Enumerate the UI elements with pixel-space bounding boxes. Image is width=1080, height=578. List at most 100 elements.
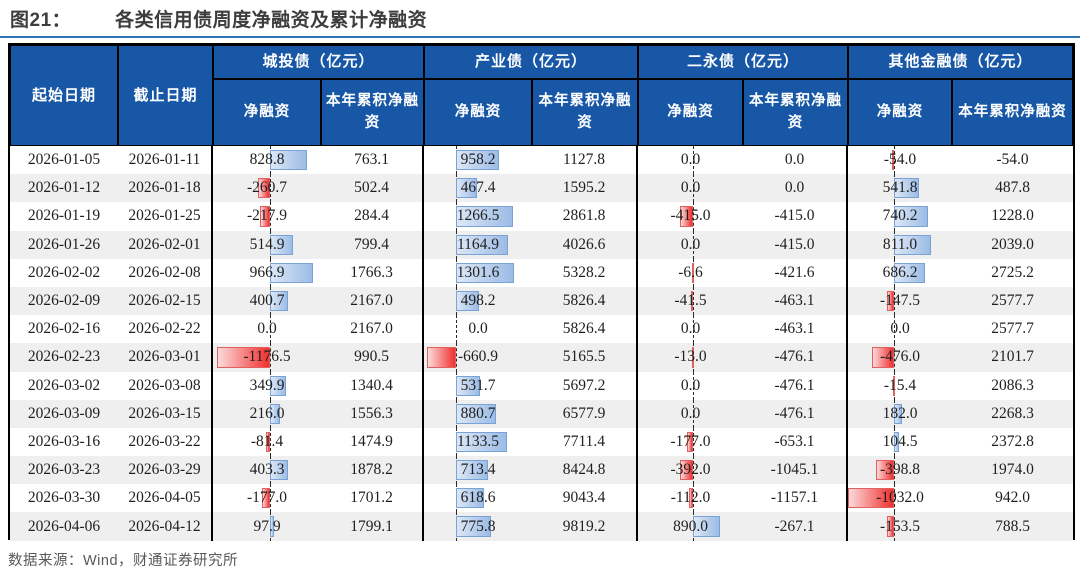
net-financing-value: 958.2	[460, 151, 496, 169]
net-financing-cell: -398.8	[848, 456, 952, 485]
end-date-cell: 2026-01-11	[118, 146, 213, 175]
zero-axis-line	[692, 484, 694, 513]
net-financing-value: -54.0	[883, 151, 917, 169]
net-financing-cell: 0.0	[638, 371, 743, 400]
positive-databar	[456, 516, 491, 537]
negative-databar	[689, 488, 693, 509]
net-financing-value: 740.2	[882, 207, 918, 225]
cumulative-net-financing-cell: 487.8	[952, 174, 1073, 203]
net-financing-value: 1133.5	[456, 432, 500, 450]
net-financing-cell: 0.0	[424, 315, 532, 344]
zero-axis-line	[456, 315, 458, 344]
net-financing-cell: 0.0	[638, 146, 743, 175]
zero-axis-line	[692, 230, 694, 259]
net-financing-value: 0.0	[680, 235, 701, 253]
net-financing-value: 0.0	[680, 179, 701, 197]
cumulative-net-financing-cell: -1157.1	[743, 484, 848, 513]
net-financing-value: 216.0	[249, 404, 285, 422]
net-financing-cell: 498.2	[424, 286, 532, 316]
net-financing-cell: 740.2	[848, 202, 952, 231]
net-financing-value: 966.9	[249, 263, 285, 281]
zero-axis-line	[692, 456, 694, 485]
positive-databar	[269, 150, 308, 171]
net-financing-cell: 104.5	[848, 427, 952, 457]
net-financing-cell: 403.3	[213, 456, 321, 485]
negative-databar	[261, 488, 270, 509]
negative-databar	[260, 206, 270, 227]
positive-databar	[456, 488, 484, 509]
cumulative-net-financing-cell: 2577.7	[991, 320, 1034, 338]
net-financing-value: 811.0	[882, 235, 918, 253]
net-financing-cell: 467.4	[424, 174, 532, 203]
header-start-date: 起始日期	[10, 45, 118, 146]
net-financing-cell: -476.0	[848, 343, 952, 372]
cumulative-net-financing-cell: 2725.2	[991, 263, 1034, 281]
positive-databar	[456, 234, 509, 255]
header-group-1: 产业债（亿元）	[424, 45, 638, 79]
net-financing-value: -1176.5	[243, 348, 291, 366]
negative-databar	[887, 516, 895, 537]
negative-databar	[266, 431, 270, 453]
zero-axis-line	[269, 427, 271, 457]
net-financing-value: -476.0	[879, 348, 921, 366]
net-financing-value: 0.0	[257, 320, 277, 338]
cumulative-net-financing-cell: -476.1	[743, 343, 848, 372]
zero-axis-line	[456, 343, 458, 372]
positive-databar	[269, 516, 275, 537]
start-date-cell: 2026-03-02	[27, 376, 101, 394]
net-financing-value: 1266.5	[456, 207, 500, 225]
net-financing-value: -398.8	[879, 461, 921, 479]
cumulative-net-financing-cell: 1799.1	[321, 512, 424, 541]
zero-axis-line	[894, 456, 896, 485]
net-financing-cell: -392.0	[638, 456, 743, 485]
positive-databar	[269, 403, 280, 424]
start-date-cell: 2026-03-09	[10, 399, 118, 428]
cumulative-net-financing-cell: 0.0	[743, 174, 848, 203]
net-financing-cell: 97.9	[213, 512, 321, 541]
net-financing-cell: -41.5	[638, 286, 743, 316]
positive-databar	[269, 234, 294, 255]
header-cumulative-0: 本年累积净融资	[321, 79, 424, 146]
zero-axis-line	[692, 427, 694, 457]
negative-databar	[691, 290, 694, 312]
figure-title: 图21： 各类信用债周度净融资及累计净融资	[10, 5, 427, 32]
net-financing-value: -392.0	[670, 461, 711, 479]
net-financing-cell: -1176.5	[213, 343, 321, 372]
cumulative-net-financing-cell: 6577.9	[532, 399, 638, 428]
net-financing-value: 880.7	[460, 404, 496, 422]
header-net-financing-2: 净融资	[638, 79, 743, 146]
net-financing-value: -217.9	[246, 207, 288, 225]
cumulative-net-financing-cell: 1340.4	[321, 371, 424, 400]
zero-axis-line	[269, 315, 271, 344]
positive-databar	[894, 178, 919, 199]
cumulative-net-financing-cell: -476.1	[743, 399, 848, 428]
net-financing-value: 828.8	[249, 151, 285, 169]
positive-databar	[894, 234, 932, 255]
cumulative-net-financing-cell: 8424.8	[532, 456, 638, 485]
end-date-cell: 2026-01-25	[118, 202, 213, 231]
net-financing-cell: 811.0	[848, 230, 952, 259]
net-financing-value: 182.0	[882, 404, 918, 422]
net-financing-cell: 713.4	[424, 456, 532, 485]
cumulative-net-financing-cell: 5826.4	[532, 286, 638, 316]
zero-axis-line	[692, 174, 694, 203]
positive-databar	[894, 403, 903, 424]
net-financing-value: 890.0	[673, 517, 708, 535]
end-date-cell: 2026-04-05	[118, 484, 213, 513]
header-cumulative-1: 本年累积净融资	[532, 79, 638, 146]
cumulative-net-financing-cell: 1228.0	[991, 207, 1034, 225]
cumulative-net-financing-cell: 1595.2	[532, 174, 638, 203]
positive-databar	[456, 431, 507, 453]
net-financing-cell: 1164.9	[424, 230, 532, 259]
negative-databar	[875, 460, 895, 481]
net-financing-value: 349.9	[249, 376, 285, 394]
negative-databar	[893, 375, 896, 396]
net-financing-value: -112.0	[670, 489, 711, 507]
cumulative-net-financing-cell: 1766.3	[321, 258, 424, 287]
net-financing-cell: -260.7	[213, 174, 321, 203]
cumulative-net-financing-cell: 2086.3	[991, 376, 1034, 394]
net-financing-cell: -660.9	[424, 343, 532, 372]
negative-databar	[679, 206, 693, 227]
net-financing-cell: 531.7	[424, 371, 532, 400]
net-financing-value: 775.8	[460, 517, 496, 535]
